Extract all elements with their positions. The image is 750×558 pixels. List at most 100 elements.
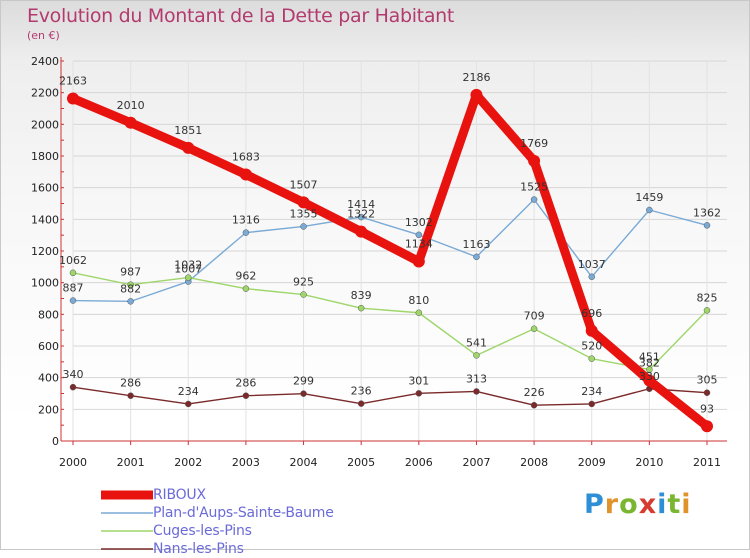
data-point <box>701 420 713 433</box>
x-tick-label: 2011 <box>693 456 721 469</box>
data-point <box>588 400 595 408</box>
data-point <box>412 255 425 268</box>
data-label: 1302 <box>405 216 433 229</box>
data-label: 1683 <box>232 151 260 164</box>
y-tick-label: 1800 <box>31 150 59 163</box>
data-label: 1163 <box>462 238 490 251</box>
series-lines <box>67 88 713 433</box>
legend-swatch-cuges <box>101 530 153 532</box>
x-tick-label: 2008 <box>520 456 548 469</box>
legend-label-plan-d-aups: Plan-d'Aups-Sainte-Baume <box>153 505 334 521</box>
data-point <box>69 383 77 391</box>
data-point <box>473 388 480 395</box>
data-labels: 887 882 1007 1316 1355 1414 1302 1163 1525 1037 14… <box>59 71 721 415</box>
data-point <box>585 324 598 337</box>
data-label: 236 <box>351 385 372 398</box>
data-point <box>530 196 538 203</box>
data-point <box>127 298 134 305</box>
data-label: 93 <box>700 402 714 415</box>
x-tick-labels: 2000 2001 2002 2003 2004 2005 2006 2007 2008 2009… <box>59 456 721 469</box>
data-label: 1355 <box>290 207 318 220</box>
x-tick-label: 2009 <box>578 456 606 469</box>
x-tick-label: 2000 <box>59 456 87 469</box>
data-label: 962 <box>235 270 256 283</box>
data-point <box>357 400 365 407</box>
y-tick-label: 1200 <box>31 245 59 258</box>
data-label: 330 <box>639 370 660 383</box>
y-tick-label: 2400 <box>31 55 59 68</box>
data-label: 234 <box>178 385 199 398</box>
data-label: 1459 <box>635 191 663 204</box>
data-label: 1362 <box>693 206 721 219</box>
data-point <box>357 304 365 312</box>
y-tick-labels: 0 200 400 600 800 1000 1200 1400 1600 1800 2000 220… <box>31 55 59 448</box>
data-point <box>473 253 480 261</box>
data-point <box>242 229 250 236</box>
data-label: 1316 <box>232 214 260 227</box>
data-label: 2163 <box>59 75 87 88</box>
data-label: 810 <box>408 294 429 307</box>
data-label: 305 <box>697 374 718 387</box>
data-point <box>69 297 77 304</box>
data-label: 340 <box>63 368 84 381</box>
data-label: 313 <box>466 372 487 385</box>
data-point <box>415 309 423 316</box>
data-label: 301 <box>408 374 429 387</box>
legend-label-riboux: RIBOUX <box>153 487 206 503</box>
data-label: 709 <box>524 310 545 323</box>
chart-title: Evolution du Montant de la Dette par Hab… <box>27 5 455 27</box>
legend-swatch-nans <box>101 548 153 550</box>
data-label: 234 <box>581 385 602 398</box>
data-point <box>357 213 365 221</box>
series-line <box>68 90 712 431</box>
data-point <box>470 88 483 101</box>
logo-letter: r <box>604 489 620 520</box>
x-tick-label: 2007 <box>462 456 490 469</box>
x-tick-label: 2003 <box>232 456 260 469</box>
data-label: 1007 <box>174 263 202 276</box>
data-point <box>127 392 134 399</box>
data-label: 1032 <box>174 259 202 272</box>
y-tick-label: 1000 <box>31 277 59 290</box>
data-point <box>646 206 653 214</box>
data-point <box>643 374 656 387</box>
data-point <box>355 225 368 238</box>
data-label: 226 <box>524 386 545 399</box>
y-tick-label: 2000 <box>31 118 59 131</box>
data-label: 696 <box>581 307 602 320</box>
data-label: 1507 <box>290 178 318 191</box>
y-tick-label: 2200 <box>31 87 59 100</box>
x-tick-label: 2005 <box>347 456 375 469</box>
data-point <box>127 281 134 288</box>
data-point <box>67 92 79 105</box>
y-tick-label: 800 <box>38 308 59 321</box>
data-point <box>239 168 252 181</box>
data-label: 1851 <box>174 124 202 137</box>
data-point <box>185 400 192 408</box>
data-label: 1062 <box>59 254 87 267</box>
data-label: 825 <box>697 291 718 304</box>
data-point <box>300 390 307 397</box>
x-tick-label: 2010 <box>635 456 663 469</box>
data-label: 2186 <box>462 71 490 84</box>
data-point <box>242 392 250 399</box>
legend-label-cuges: Cuges-les-Pins <box>153 523 252 539</box>
data-point <box>185 274 192 281</box>
x-tick-label: 2006 <box>405 456 433 469</box>
data-label: 1525 <box>520 181 548 194</box>
data-label: 882 <box>120 282 141 295</box>
logo-letter: t <box>667 489 682 520</box>
legend-label-nans: Nans-les-Pins <box>153 541 244 557</box>
chart-subtitle: (en €) <box>27 29 60 42</box>
data-label: 1414 <box>347 198 375 211</box>
data-point <box>703 222 711 229</box>
data-point <box>473 352 480 359</box>
data-point <box>703 389 711 396</box>
y-tick-label: 200 <box>38 403 59 416</box>
logo-letter: i <box>657 489 668 520</box>
data-label: 299 <box>293 375 314 388</box>
series-line <box>72 272 708 371</box>
line-chart: 0 200 400 600 800 1000 1200 1400 1600 1800 2000 220… <box>31 55 727 469</box>
logo-letter: i <box>681 489 692 520</box>
